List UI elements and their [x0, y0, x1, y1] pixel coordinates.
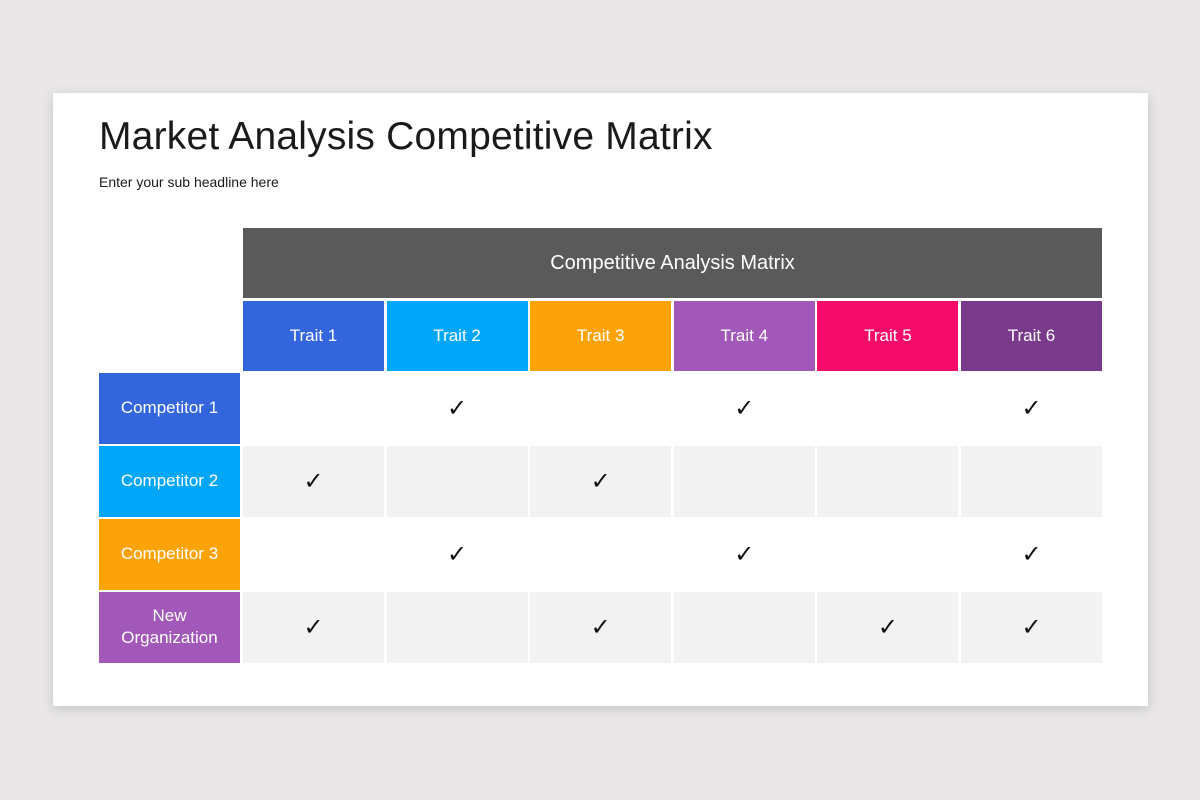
competitor-label-4: New Organization: [99, 592, 240, 663]
trait-header-6: Trait 6: [961, 301, 1102, 371]
checkmark-icon: ✓: [734, 394, 755, 423]
matrix-cell: ✓: [243, 446, 384, 517]
checkmark-icon: ✓: [447, 540, 468, 569]
matrix-cell: [530, 519, 671, 590]
matrix-cell: [673, 592, 815, 663]
matrix-cell: [817, 373, 958, 444]
matrix-cell: [243, 519, 384, 590]
matrix-cell: ✓: [243, 592, 384, 663]
matrix-cell: [386, 446, 528, 517]
checkmark-icon: ✓: [1021, 394, 1042, 423]
competitor-label-2: Competitor 2: [99, 446, 240, 517]
matrix-cell: [386, 592, 528, 663]
matrix-cell: ✓: [961, 373, 1102, 444]
checkmark-icon: ✓: [734, 540, 755, 569]
checkmark-icon: ✓: [1021, 613, 1042, 642]
matrix-cell: [817, 519, 958, 590]
sub-headline: Enter your sub headline here: [99, 174, 279, 190]
page-title: Market Analysis Competitive Matrix: [99, 115, 713, 158]
trait-header-1: Trait 1: [243, 301, 384, 371]
matrix-cell: [530, 373, 671, 444]
matrix-cell: ✓: [961, 592, 1102, 663]
matrix-cell: ✓: [387, 519, 528, 590]
matrix-cell: ✓: [530, 446, 672, 517]
matrix-cell: [817, 446, 959, 517]
checkmark-icon: ✓: [1021, 540, 1042, 569]
matrix-cell: ✓: [387, 373, 528, 444]
matrix-cell: [243, 373, 384, 444]
checkmark-icon: ✓: [877, 613, 898, 642]
matrix-header: Competitive Analysis Matrix: [243, 228, 1102, 298]
matrix-cell: ✓: [674, 373, 815, 444]
checkmark-icon: ✓: [590, 613, 611, 642]
matrix-cell: [961, 446, 1102, 517]
checkmark-icon: ✓: [303, 467, 324, 496]
matrix-cell: ✓: [674, 519, 815, 590]
competitor-label-3: Competitor 3: [99, 519, 240, 590]
trait-header-4: Trait 4: [673, 301, 815, 371]
checkmark-icon: ✓: [590, 467, 611, 496]
matrix-cell: ✓: [530, 592, 672, 663]
trait-header-2: Trait 2: [386, 301, 528, 371]
checkmark-icon: ✓: [303, 613, 324, 642]
matrix-cell: ✓: [961, 519, 1102, 590]
checkmark-icon: ✓: [447, 394, 468, 423]
competitor-label-1: Competitor 1: [99, 373, 240, 444]
trait-header-3: Trait 3: [530, 301, 672, 371]
matrix-cell: [673, 446, 815, 517]
matrix-cell: ✓: [817, 592, 959, 663]
trait-header-5: Trait 5: [817, 301, 959, 371]
slide: Market Analysis Competitive Matrix Enter…: [53, 93, 1148, 706]
